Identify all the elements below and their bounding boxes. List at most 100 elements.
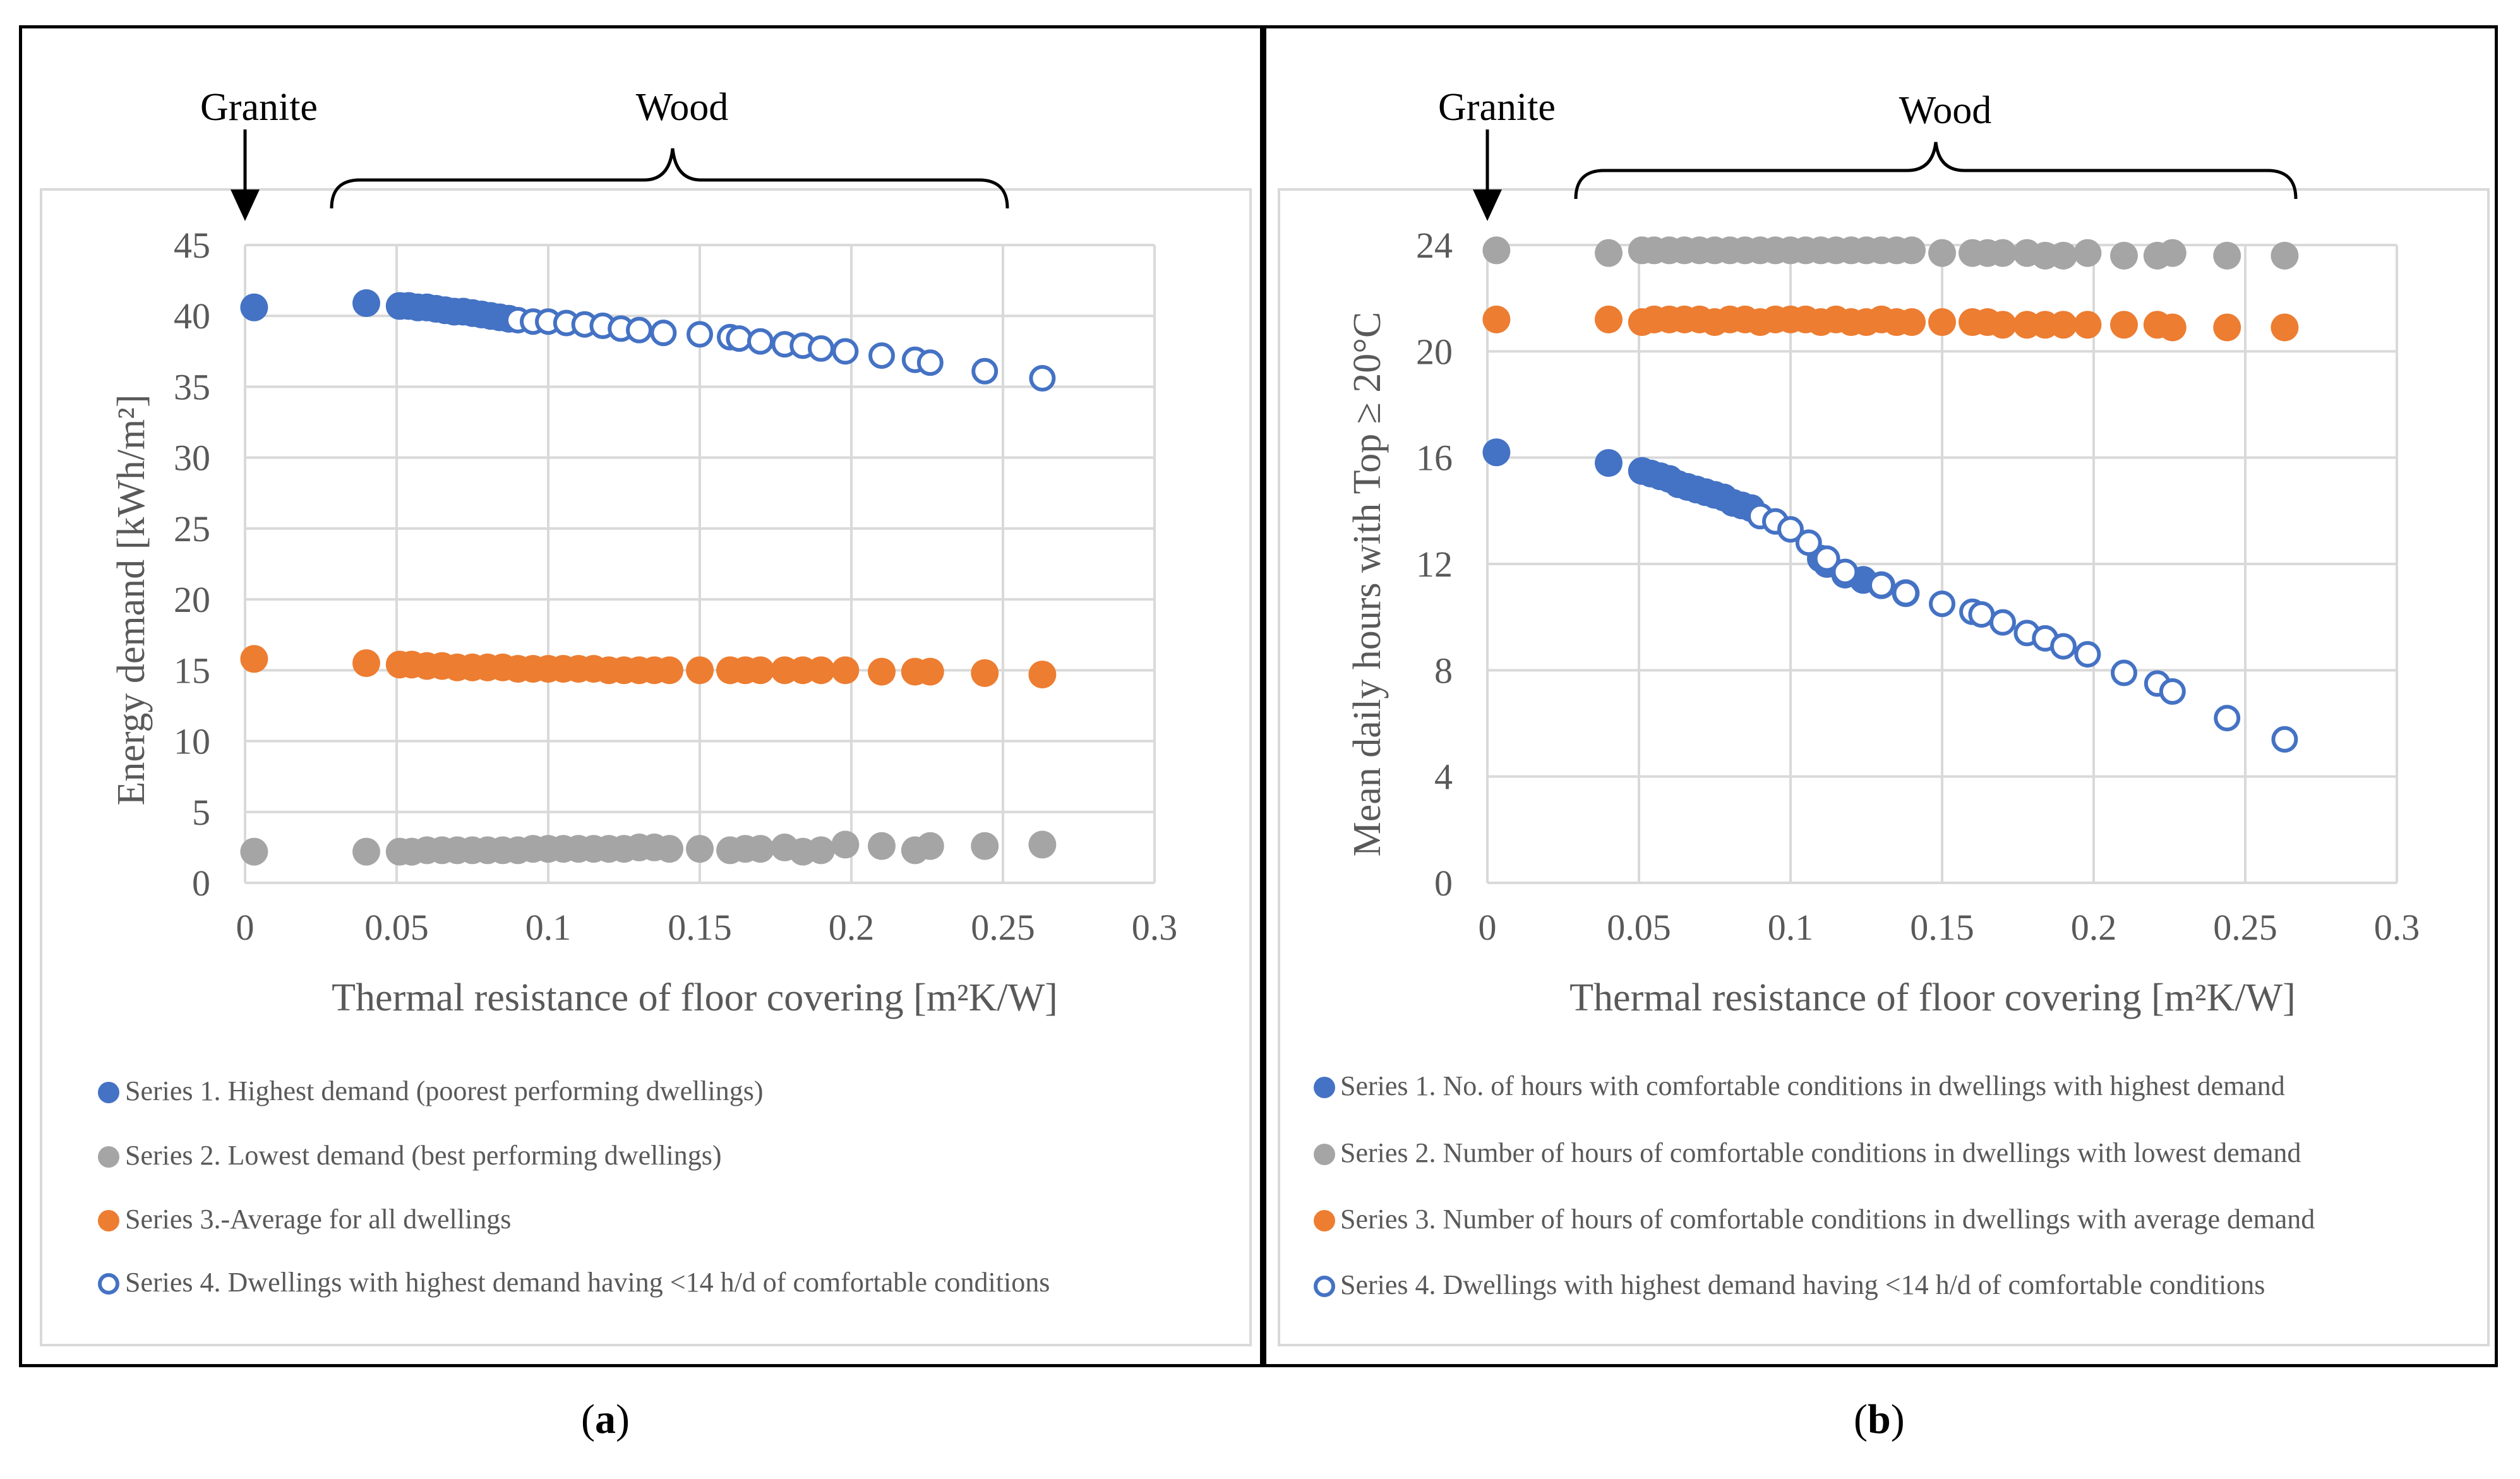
panel-b-legend-text-3: Series 3. Number of hours of comfortable… (1340, 1204, 2315, 1235)
panel-b-series-3-point (2213, 313, 2241, 342)
panel-b-legend-text-4: Series 4. Dwellings with highest demand … (1340, 1269, 2265, 1300)
panel-a-y-tick-label: 15 (174, 650, 210, 691)
panel-a-series-2-point (916, 832, 944, 860)
panel-a-legend-marker-4 (98, 1273, 119, 1295)
panel-b-legend-marker-1 (1314, 1077, 1335, 1098)
panel-a-series-2-point (240, 837, 268, 866)
panel-a-series-2-point (831, 830, 860, 859)
panel-a-series-3-point (686, 656, 714, 685)
panel-a-y-tick-label: 20 (174, 579, 210, 620)
panel-b-y-tick-label: 20 (1416, 331, 1453, 372)
panel-b-legend-marker-3 (1314, 1210, 1335, 1231)
panel-b-series-4-point (1989, 609, 2016, 636)
panel-a-caption: (a) (581, 1396, 630, 1442)
panel-b-y-tick-label: 16 (1416, 438, 1453, 479)
panel-b-granite-label: Granite (1438, 86, 1556, 129)
panel-b-wood-brace (1574, 141, 2298, 200)
panel-b-caption-letter: b (1867, 1396, 1891, 1442)
panel-a-series-4-point (916, 349, 944, 376)
panel-b-data-points (1482, 236, 2299, 753)
panel-b-series-4-point (1813, 545, 1840, 572)
panel-a-x-tick-label: 0 (236, 907, 255, 948)
panel-b-x-tick-label: 0 (1479, 907, 1497, 948)
panel-a-x-axis-title: Thermal resistance of floor covering [m²… (332, 976, 1058, 1019)
panel-b-y-tick-label: 24 (1416, 225, 1453, 266)
panel-a-x-tick-label: 0.15 (668, 907, 732, 948)
panel-a-series-3-point (807, 656, 835, 685)
panel-a-series-1-point (352, 289, 380, 318)
panel-b-legend-text-2: Series 2. Number of hours of comfortable… (1340, 1137, 2301, 1168)
panel-a-series-3-point (868, 657, 896, 686)
panel-a-series-4-point (747, 328, 774, 355)
panel-b-series-4-point (2111, 659, 2137, 686)
panel-b-series-4-point (1868, 572, 1895, 599)
panel-a-legend-text-3: Series 3.-Average for all dwellings (125, 1204, 511, 1235)
panel-b-series-4-point (1929, 590, 1955, 618)
panel-b-x-tick-label: 0.1 (1768, 907, 1814, 948)
panel-b-series-3-point (1595, 305, 1623, 333)
panel-a-series-4-point (808, 335, 834, 362)
panel-a-y-tick-label: 0 (192, 863, 210, 904)
panel-a-granite-label: Granite (200, 86, 318, 129)
panel-a-legend-marker-1 (98, 1082, 119, 1103)
panel-a-granite-arrowhead (231, 189, 260, 221)
panel-b-x-axis-title: Thermal resistance of floor covering [m²… (1569, 976, 2296, 1019)
panel-a-x-tick-label: 0.1 (525, 907, 572, 948)
panel-b-series-1-point (1595, 449, 1623, 477)
panel-b-series-3-point (2271, 313, 2299, 342)
panel-a-series-2-point (971, 832, 999, 860)
panel-a-y-tick-label: 40 (174, 296, 210, 337)
panel-b-series-2-point (2158, 239, 2187, 267)
panel-a-y-tick-label: 10 (174, 721, 210, 762)
panel-b-series-4-point (2271, 726, 2298, 753)
panel-a-y-axis-title: Energy demand [kWh/m²] (110, 394, 153, 805)
panel-b-series-2-point (1989, 239, 2017, 267)
panel-b-y-tick-label: 8 (1434, 650, 1453, 691)
panel-a-caption-letter: a (594, 1396, 616, 1442)
panel-a-series-4-point (1029, 364, 1056, 392)
panel-b-caption: (b) (1854, 1396, 1905, 1442)
panel-a-legend-marker-3 (98, 1210, 119, 1231)
panel-a-x-tick-label: 0.2 (829, 907, 875, 948)
panel-a-series-2-point (352, 837, 380, 866)
panel-b-granite-arrowhead (1473, 189, 1502, 221)
panel-a-series-4-point (687, 321, 713, 348)
panel-b-x-tick-label: 0.2 (2071, 907, 2117, 948)
panel-b-series-3-point (2049, 311, 2077, 339)
panel-a-x-tick-label: 0.05 (364, 907, 429, 948)
panel-a-series-3-point (747, 656, 774, 685)
panel-a-legend-marker-2 (98, 1146, 119, 1168)
panel-a-y-tick-label: 35 (174, 366, 210, 407)
panel-a-series-2-point (1028, 830, 1057, 859)
panel-a-legend-text-2: Series 2. Lowest demand (best performing… (125, 1140, 722, 1171)
panel-a-gridlines (244, 244, 1156, 884)
panel-a-y-tick-label: 45 (174, 225, 210, 266)
panel-b-series-4-point (1832, 558, 1859, 585)
panel-a-series-2-point (807, 836, 835, 865)
panel-b-series-3-point (1989, 311, 2017, 339)
panel-b-x-tick-label: 0.15 (1910, 907, 1974, 948)
panel-b-series-3-point (2073, 311, 2102, 339)
panel-b-series-4-point (1777, 516, 1804, 543)
panel-a-series-4-point (726, 325, 753, 352)
panel-b-series-2-point (2110, 241, 2138, 270)
panel-a-frame (19, 25, 1266, 1367)
panel-b-series-3-point (1928, 308, 1956, 337)
panel-b-y-tick-label: 0 (1434, 863, 1453, 904)
panel-b-series-2-point (2049, 241, 2077, 270)
panel-b-series-4-point (2214, 705, 2241, 732)
panel-b-series-2-point (1898, 236, 1926, 265)
panel-b-chart-area (1278, 188, 2490, 1346)
panel-b-series-2-point (1595, 239, 1623, 267)
panel-a-series-3-point (831, 656, 860, 685)
panel-b-series-2-point (2271, 241, 2299, 270)
panel-a-series-3-point (352, 649, 380, 678)
panel-b-series-4-point (2074, 641, 2101, 668)
panel-b-legend: Series 1. No. of hours with comfortable … (1314, 1070, 2315, 1300)
panel-b-x-tick-label: 0.25 (2213, 907, 2277, 948)
panel-b-series-4-point (1892, 580, 1919, 607)
panel-b-series-1-point (1482, 438, 1511, 467)
panel-b-y-tick-label: 12 (1416, 544, 1453, 585)
panel-a-chart-area (40, 188, 1252, 1346)
panel-a-series-3-point (656, 656, 683, 685)
